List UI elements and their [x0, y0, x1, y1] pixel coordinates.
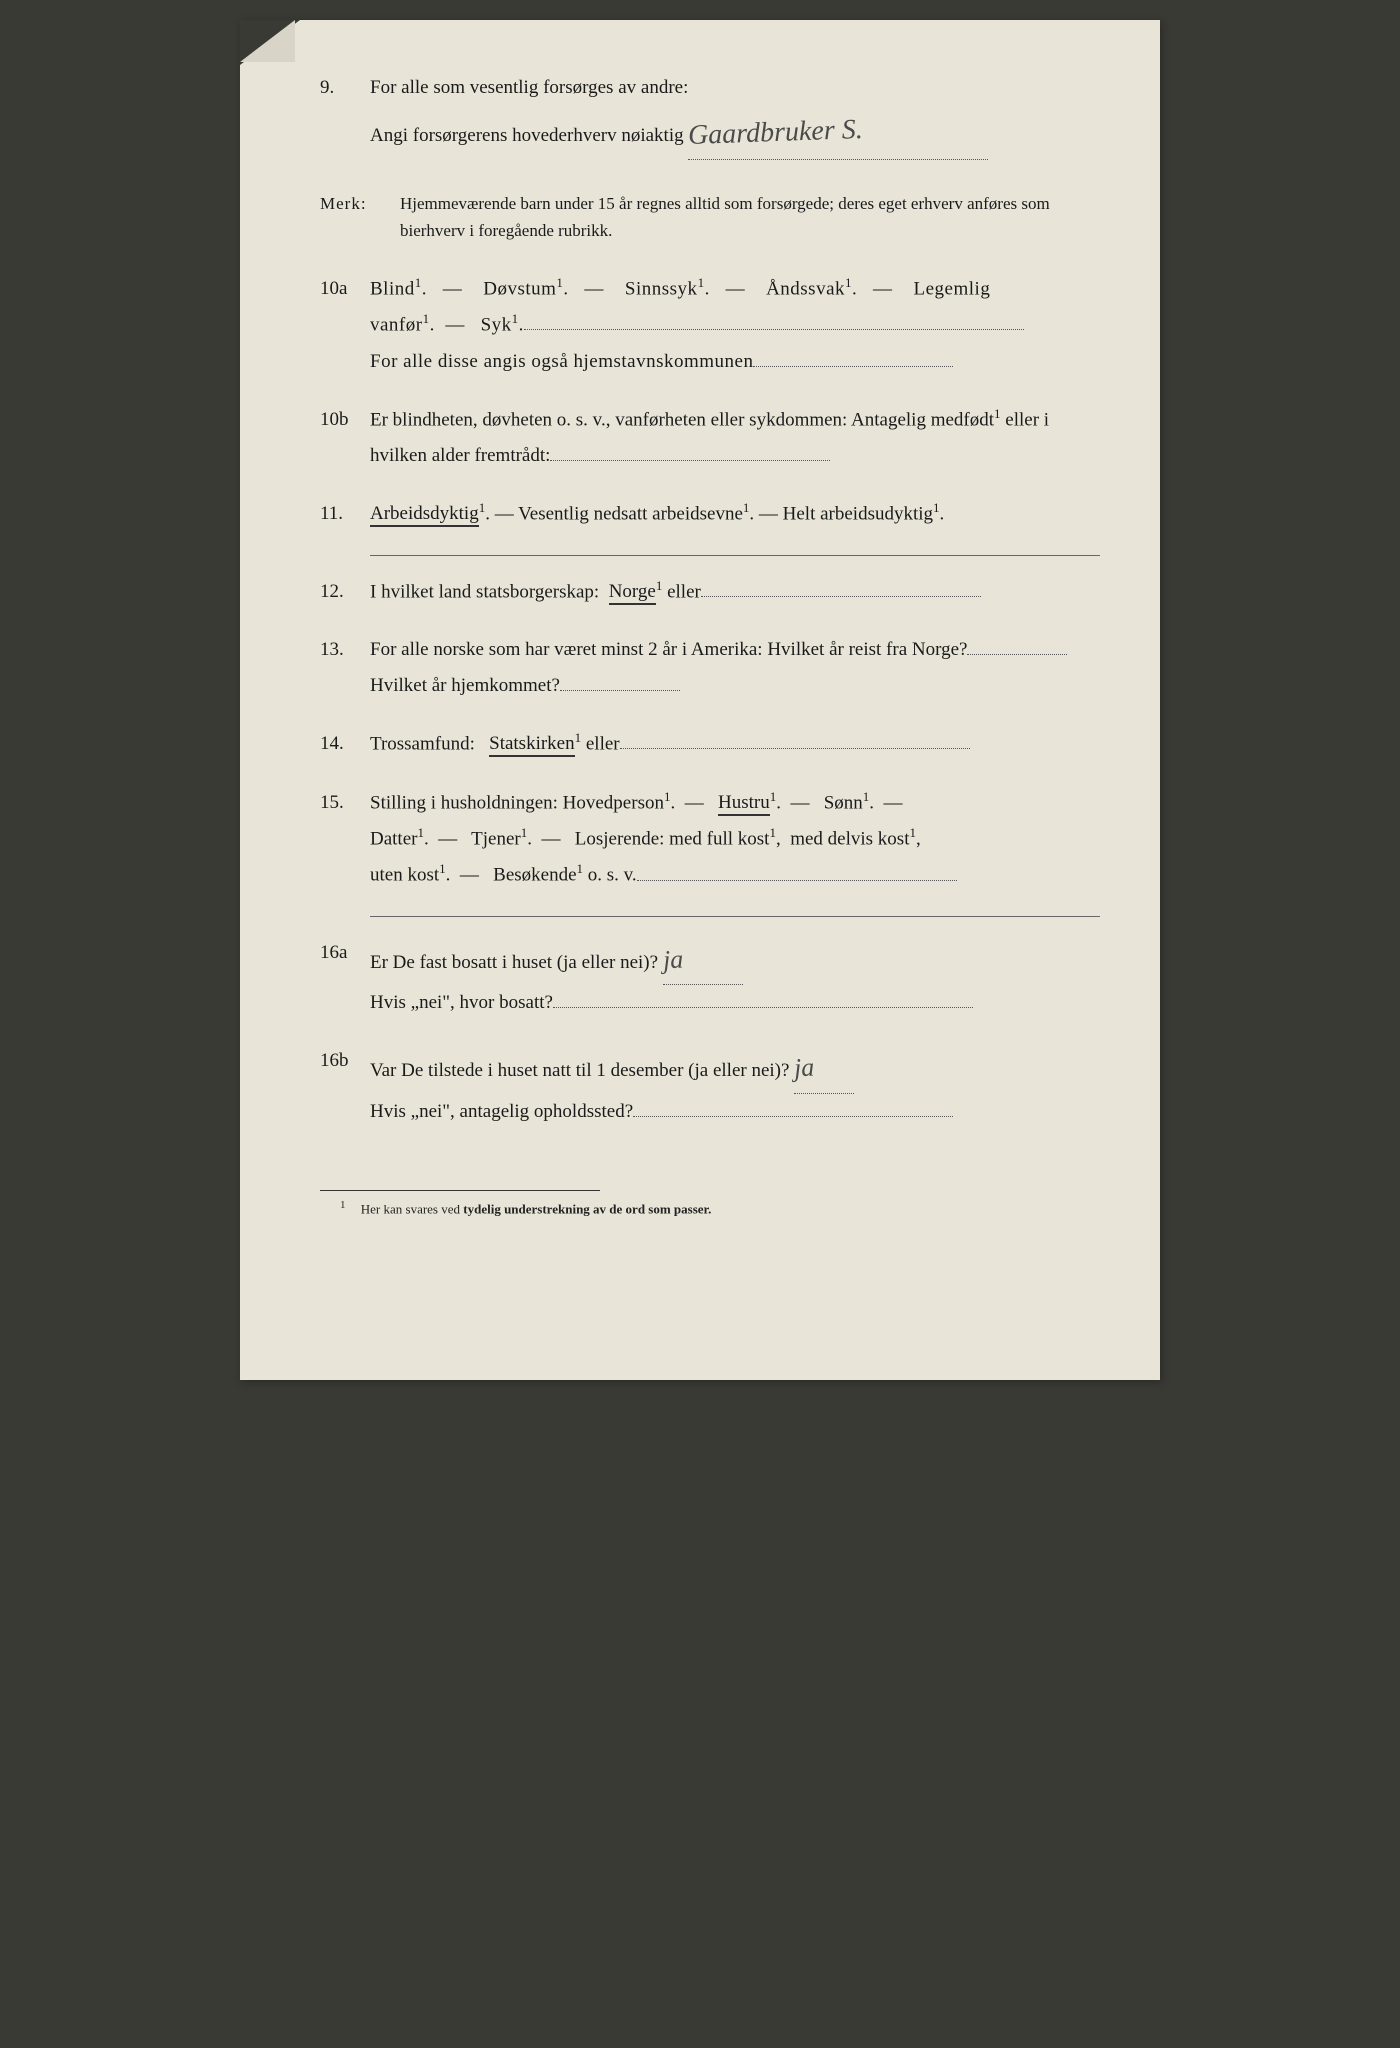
q16b-text2: Hvis „nei", antagelig opholdssted?: [370, 1101, 633, 1122]
question-15: 15. Stilling i husholdningen: Hovedperso…: [320, 785, 1100, 894]
footnote-divider: [320, 1190, 600, 1191]
q10a-opt3: Sinnssyk: [625, 278, 698, 299]
q13-number: 13.: [320, 632, 370, 704]
q11-opt2: Vesentlig nedsatt arbeidsevne: [518, 503, 743, 524]
question-12: 12. I hvilket land statsborgerskap: Norg…: [320, 574, 1100, 610]
q15-osv: o. s. v.: [588, 865, 637, 886]
question-16a: 16a Er De fast bosatt i huset (ja eller …: [320, 935, 1100, 1021]
q13-content: For alle norske som har været minst 2 år…: [370, 632, 1100, 704]
q10b-text: Er blindheten, døvheten o. s. v., vanfør…: [370, 409, 994, 430]
q9-content: For alle som vesentlig forsørges av andr…: [370, 70, 1100, 160]
q13-text1: For alle norske som har været minst 2 år…: [370, 639, 967, 660]
q14-content: Trossamfund: Statskirken1 eller: [370, 726, 1100, 762]
q12-text1: I hvilket land statsborgerskap:: [370, 581, 599, 602]
q15-text1: Stilling i husholdningen: Hovedperson: [370, 792, 664, 813]
divider-1: [370, 555, 1100, 556]
q16a-number: 16a: [320, 935, 370, 1021]
question-9: 9. For alle som vesentlig forsørges av a…: [320, 70, 1100, 160]
q16a-content: Er De fast bosatt i huset (ja eller nei)…: [370, 935, 1100, 1021]
q16a-text2: Hvis „nei", hvor bosatt?: [370, 992, 553, 1013]
q10a-opt7: Syk: [481, 314, 512, 335]
q15-number: 15.: [320, 785, 370, 894]
q15-tjener: Tjener: [471, 828, 521, 849]
q9-line2: Angi forsørgerens hovederhverv nøiaktig: [370, 125, 684, 146]
q10a-content: Blind1. — Døvstum1. — Sinnssyk1. — Åndss…: [370, 271, 1100, 380]
q15-sonn: Sønn: [824, 792, 863, 813]
footnote: 1 Her kan svares ved tydelig understrekn…: [340, 1199, 1100, 1217]
q10a-opt2: Døvstum: [483, 278, 556, 299]
question-13: 13. For alle norske som har været minst …: [320, 632, 1100, 704]
q16b-content: Var De tilstede i huset natt til 1 desem…: [370, 1043, 1100, 1129]
document-page: 9. For alle som vesentlig forsørges av a…: [240, 20, 1160, 1380]
merk-text: Hjemmeværende barn under 15 år regnes al…: [400, 190, 1100, 244]
q15-delvis: med delvis kost: [790, 828, 909, 849]
q10b-number: 10b: [320, 402, 370, 475]
q12-opt1: Norge: [609, 581, 656, 605]
q15-content: Stilling i husholdningen: Hovedperson1. …: [370, 785, 1100, 894]
q10a-opt5: Legemlig: [914, 278, 991, 299]
q16b-answer-line: ja: [794, 1043, 854, 1093]
q16b-number: 16b: [320, 1043, 370, 1129]
q12-number: 12.: [320, 574, 370, 610]
q11-opt3: Helt arbeidsudyktig: [783, 503, 933, 524]
q9-number: 9.: [320, 70, 370, 160]
q15-datter: Datter: [370, 828, 417, 849]
q16b-answer: ja: [793, 1043, 816, 1093]
q12-content: I hvilket land statsborgerskap: Norge1 e…: [370, 574, 1100, 610]
merk-note: Merk: Hjemmeværende barn under 15 år reg…: [320, 190, 1100, 244]
question-10b: 10b Er blindheten, døvheten o. s. v., va…: [320, 402, 1100, 475]
q16b-text1: Var De tilstede i huset natt til 1 desem…: [370, 1060, 789, 1081]
q14-text2: eller: [586, 733, 620, 754]
q16a-text1: Er De fast bosatt i huset (ja eller nei)…: [370, 952, 658, 973]
footnote-number: 1: [340, 1199, 346, 1211]
page-fold-corner: [240, 20, 300, 65]
footnote-text: Her kan svares ved tydelig understreknin…: [361, 1201, 712, 1216]
q15-hustru: Hustru: [718, 792, 770, 816]
q10a-opt4: Åndssvak: [766, 278, 845, 299]
q9-answer-line: Gaardbruker S.: [688, 106, 988, 160]
q16a-answer: ja: [662, 934, 685, 984]
q13-text2: Hvilket år hjemkommet?: [370, 675, 560, 696]
question-14: 14. Trossamfund: Statskirken1 eller: [320, 726, 1100, 762]
divider-2: [370, 916, 1100, 917]
q14-opt1: Statskirken: [489, 733, 575, 757]
question-10a: 10a Blind1. — Døvstum1. — Sinnssyk1. — Å…: [320, 271, 1100, 380]
q9-line2-row: Angi forsørgerens hovederhverv nøiaktig …: [370, 106, 1100, 160]
question-11: 11. Arbeidsdyktig1. — Vesentlig nedsatt …: [320, 496, 1100, 532]
q11-number: 11.: [320, 496, 370, 532]
q15-losjerende: Losjerende: med full kost: [575, 828, 770, 849]
merk-label: Merk:: [320, 190, 400, 244]
q10a-line3: For alle disse angis også hjemstavnskomm…: [370, 351, 753, 372]
q10a-opt6: vanfør: [370, 314, 423, 335]
q11-opt1: Arbeidsdyktig: [370, 503, 479, 527]
q14-number: 14.: [320, 726, 370, 762]
q11-content: Arbeidsdyktig1. — Vesentlig nedsatt arbe…: [370, 496, 1100, 532]
q9-answer: Gaardbruker S.: [687, 103, 863, 162]
q12-text2: eller: [667, 581, 701, 602]
q15-uten: uten kost: [370, 865, 439, 886]
q10a-opt1: Blind: [370, 278, 415, 299]
q16a-answer-line: ja: [663, 935, 743, 985]
question-16b: 16b Var De tilstede i huset natt til 1 d…: [320, 1043, 1100, 1129]
q10b-content: Er blindheten, døvheten o. s. v., vanfør…: [370, 402, 1100, 475]
q14-text1: Trossamfund:: [370, 733, 475, 754]
q15-besokende: Besøkende: [493, 865, 576, 886]
q10a-number: 10a: [320, 271, 370, 380]
q9-line1: For alle som vesentlig forsørges av andr…: [370, 70, 1100, 106]
